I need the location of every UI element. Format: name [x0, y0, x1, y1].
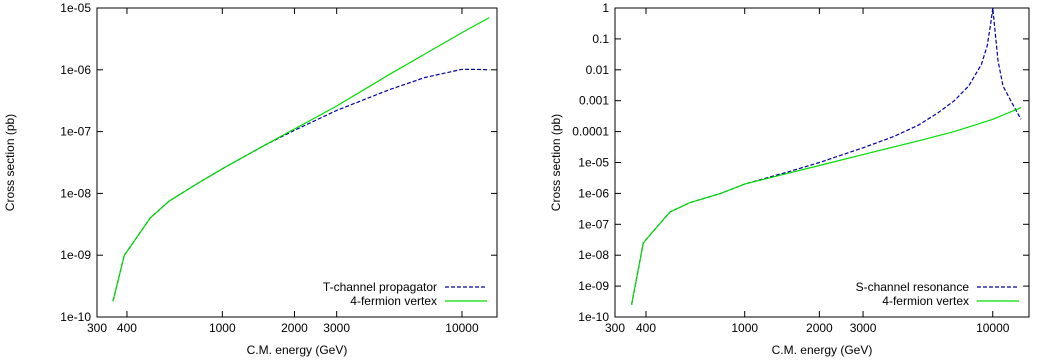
legend-label: 4-fermion vertex	[350, 294, 437, 308]
x-tick-label: 10000	[976, 321, 1010, 335]
plot-frame	[614, 7, 1030, 318]
y-tick-label: 1e-07	[60, 125, 91, 139]
legend-label: 4-fermion vertex	[882, 294, 969, 308]
plot-frame	[96, 7, 498, 318]
series-line-1	[631, 7, 1022, 305]
y-tick-label: 1	[602, 1, 609, 15]
x-tick-label: 10000	[445, 321, 479, 335]
y-tick-label: 1e-06	[578, 186, 609, 200]
y-tick-label: 0.01	[586, 63, 610, 77]
y-tick-label: 1e-07	[578, 217, 609, 231]
y-tick-label: 1e-08	[60, 186, 91, 200]
x-axis-label: C.M. energy (GeV)	[247, 343, 348, 357]
x-tick-label: 3000	[323, 321, 350, 335]
y-tick-label: 1e-06	[60, 63, 91, 77]
x-tick-label: 1000	[731, 321, 758, 335]
y-axis-label: Cross section (pb)	[549, 114, 563, 211]
x-tick-label: 400	[117, 321, 137, 335]
y-tick-label: 1e-05	[60, 1, 91, 15]
chart-panel-2: 300 400 1000 2000 3000 10000 1e-10 1e-09 1e-08 1e…	[549, 1, 1030, 357]
x-tick-label: 400	[636, 321, 656, 335]
x-tick-label: 3000	[850, 321, 877, 335]
x-tick-label: 1000	[209, 321, 236, 335]
y-tick-label: 1e-10	[578, 310, 609, 324]
y-tick-label: 0.1	[592, 32, 609, 46]
x-axis-label: C.M. energy (GeV)	[772, 343, 873, 357]
y-tick-label: 1e-05	[578, 156, 609, 170]
y-tick-label: 0.0001	[572, 125, 609, 139]
x-tick-label: 300	[605, 321, 625, 335]
y-tick-label: 1e-09	[578, 279, 609, 293]
legend-label: T-channel propagator	[323, 280, 437, 294]
y-axis-label: Cross section (pb)	[3, 114, 17, 211]
chart-panel-1: 300 400 1000 2000 3000 10000 1e-10 1e-09 1e-08 1e…	[3, 1, 498, 357]
series-line-1	[112, 68, 490, 302]
y-tick-label: 1e-08	[578, 248, 609, 262]
y-tick-label: 0.001	[579, 94, 609, 108]
y-tick-label: 1e-10	[60, 310, 91, 324]
x-tick-label: 300	[87, 321, 107, 335]
y-tick-label: 1e-09	[60, 248, 91, 262]
legend-label: S-channel resonance	[856, 280, 970, 294]
series-line-2	[631, 107, 1022, 305]
series-line-2	[112, 17, 490, 302]
x-tick-label: 2000	[281, 321, 308, 335]
x-tick-label: 2000	[806, 321, 833, 335]
